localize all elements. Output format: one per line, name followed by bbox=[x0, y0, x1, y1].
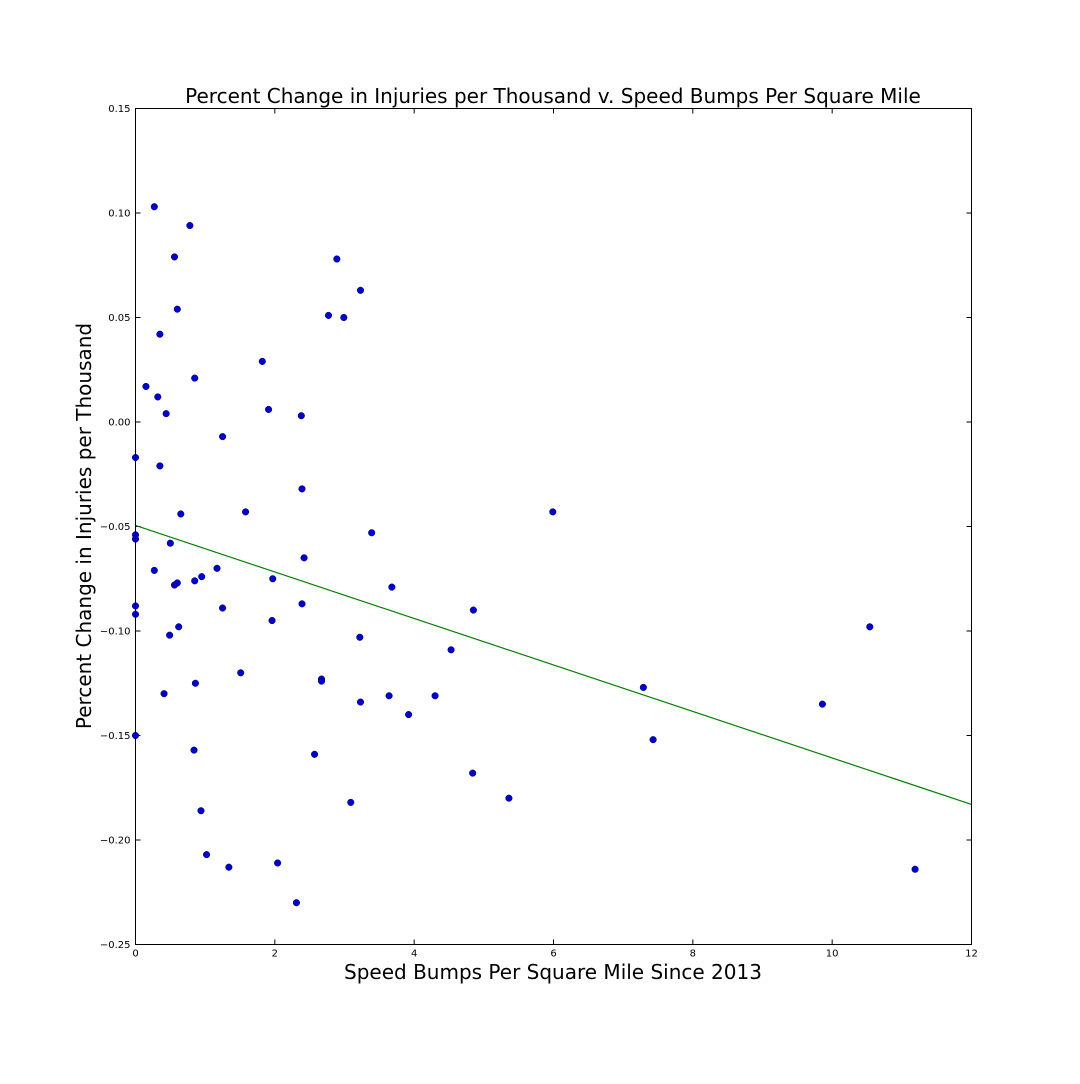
data-point bbox=[269, 575, 277, 583]
data-point bbox=[298, 485, 306, 493]
x-tick-label: 10 bbox=[826, 949, 839, 960]
data-point bbox=[150, 566, 158, 574]
data-point bbox=[310, 750, 319, 758]
data-point bbox=[186, 221, 194, 230]
data-point bbox=[340, 313, 348, 322]
data-point bbox=[190, 746, 198, 754]
data-point bbox=[203, 851, 211, 859]
data-point bbox=[505, 794, 513, 802]
chart-title: Percent Change in Injuries per Thousand … bbox=[185, 84, 921, 108]
data-point bbox=[219, 433, 227, 441]
data-point bbox=[170, 253, 179, 261]
data-point bbox=[265, 405, 273, 414]
data-point bbox=[356, 286, 365, 294]
x-tick-label: 2 bbox=[272, 949, 278, 960]
data-point bbox=[298, 600, 306, 608]
data-point bbox=[385, 692, 393, 700]
data-point bbox=[219, 604, 227, 612]
data-point bbox=[911, 865, 919, 873]
data-point bbox=[213, 564, 221, 572]
data-point bbox=[368, 529, 376, 537]
data-point bbox=[324, 311, 333, 319]
y-tick-label: −0.15 bbox=[100, 731, 131, 742]
y-tick-label: −0.05 bbox=[100, 522, 131, 533]
data-point bbox=[175, 623, 183, 631]
data-point bbox=[347, 798, 355, 806]
x-axis-label: Speed Bumps Per Square Mile Since 2013 bbox=[344, 960, 762, 984]
plot-area: 0 2 4 6 8 10 12 0.15 0.10 0.05 0.00 −0.05 −0.10 −0.15… bbox=[100, 104, 978, 960]
data-point bbox=[297, 412, 305, 420]
y-tick-label: 0.05 bbox=[108, 313, 130, 324]
data-point bbox=[447, 646, 455, 654]
data-point bbox=[166, 539, 174, 547]
data-point bbox=[405, 711, 413, 719]
data-point bbox=[160, 690, 168, 698]
data-point bbox=[191, 374, 199, 382]
data-point bbox=[237, 669, 245, 677]
data-point bbox=[274, 859, 282, 867]
data-point bbox=[170, 581, 179, 589]
data-point bbox=[191, 679, 199, 687]
data-point bbox=[242, 508, 250, 516]
data-point bbox=[469, 606, 477, 614]
x-tick-label: 6 bbox=[550, 949, 556, 960]
data-point bbox=[356, 698, 365, 706]
x-tick-label: 12 bbox=[965, 949, 978, 960]
data-point bbox=[333, 255, 341, 263]
data-point bbox=[162, 410, 170, 418]
data-point bbox=[156, 462, 164, 470]
data-point bbox=[154, 393, 162, 401]
data-point bbox=[649, 736, 657, 744]
y-tick-label: 0.00 bbox=[108, 418, 130, 429]
data-point bbox=[225, 863, 233, 871]
data-point bbox=[197, 807, 205, 815]
y-tick-label: −0.25 bbox=[100, 940, 131, 951]
data-point bbox=[292, 899, 300, 907]
x-tick-label: 4 bbox=[411, 949, 417, 960]
data-point bbox=[258, 357, 266, 365]
y-axis-label: Percent Change in Injuries per Thousand bbox=[72, 323, 96, 729]
data-point bbox=[356, 633, 364, 641]
data-point bbox=[639, 683, 647, 691]
data-point bbox=[549, 508, 557, 516]
data-point bbox=[156, 330, 164, 338]
data-point bbox=[268, 617, 276, 625]
data-point bbox=[142, 382, 150, 391]
data-point bbox=[198, 573, 206, 581]
trend-line bbox=[135, 524, 972, 806]
data-point bbox=[177, 510, 185, 518]
y-tick-label: −0.10 bbox=[100, 627, 131, 638]
x-tick-label: 8 bbox=[690, 949, 696, 960]
data-point bbox=[150, 203, 158, 211]
data-point bbox=[866, 623, 874, 631]
data-point bbox=[191, 577, 199, 585]
data-point bbox=[300, 554, 308, 562]
y-tick-label: 0.15 bbox=[108, 104, 130, 115]
data-point bbox=[469, 769, 477, 777]
data-point bbox=[431, 692, 439, 700]
data-point bbox=[166, 631, 174, 639]
x-tick-label: 0 bbox=[132, 949, 138, 960]
data-point bbox=[818, 700, 826, 708]
data-point bbox=[173, 305, 181, 313]
data-point bbox=[388, 583, 396, 591]
y-tick-label: −0.20 bbox=[100, 836, 131, 847]
plot-frame bbox=[135, 108, 972, 945]
data-point bbox=[317, 677, 326, 685]
y-tick-label: 0.10 bbox=[108, 209, 130, 220]
